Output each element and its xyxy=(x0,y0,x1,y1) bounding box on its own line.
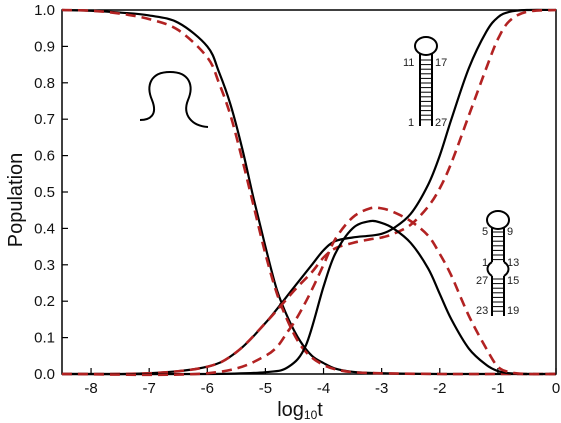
series-line-2-dashed xyxy=(61,8,557,376)
plot-axes xyxy=(61,9,557,375)
x-tick-label: -6 xyxy=(201,380,214,397)
x-axis-title-main: log xyxy=(277,399,304,421)
y-tick-label: 0.4 xyxy=(34,220,55,237)
y-tick-label: 0.9 xyxy=(34,38,55,55)
x-tick-label: -5 xyxy=(259,380,272,397)
x-tick-label: -2 xyxy=(433,380,446,397)
x-axis-title-tail: t xyxy=(317,399,323,421)
y-tick-label: 0.8 xyxy=(34,75,55,92)
label-1b: 1 xyxy=(482,257,488,269)
label-27: 27 xyxy=(435,117,447,129)
series-line-6-dashed xyxy=(61,206,557,377)
label-19: 19 xyxy=(507,305,519,317)
label-9: 9 xyxy=(507,226,513,238)
y-tick-label: 0.0 xyxy=(34,366,55,383)
y-axis-title: Population xyxy=(5,153,27,248)
label-11: 11 xyxy=(403,57,414,69)
y-tick-label: 0.1 xyxy=(34,330,55,347)
x-tick-label: -4 xyxy=(317,380,330,397)
hairpin-structure-top: 11 17 1 27 xyxy=(403,36,447,129)
series-line-4-dashed xyxy=(61,8,557,376)
y-tick-label: 1.0 xyxy=(34,2,55,19)
y-tick-label: 0.6 xyxy=(34,148,55,165)
series-line-3-solid xyxy=(61,8,557,376)
plot-frame xyxy=(61,9,557,375)
x-tick-label: -1 xyxy=(491,380,504,397)
x-tick-label: 0 xyxy=(552,380,560,397)
x-tick-label: -8 xyxy=(84,380,97,397)
label-5: 5 xyxy=(482,226,488,238)
x-axis-title-sub: 10 xyxy=(304,408,318,422)
label-17: 17 xyxy=(435,57,447,69)
series-lines xyxy=(61,8,557,377)
x-tick-label: -3 xyxy=(375,380,388,397)
series-line-5-solid xyxy=(61,219,557,376)
y-tick-label: 0.2 xyxy=(34,293,55,310)
series-line-1-solid xyxy=(61,8,557,376)
hairpin-structure-bottom: 5 9 1 13 27 15 23 19 xyxy=(476,210,519,317)
label-23: 23 xyxy=(476,305,488,317)
label-13: 13 xyxy=(507,257,519,269)
unfolded-chain-icon xyxy=(139,70,209,128)
y-tick-label: 0.3 xyxy=(34,257,55,274)
y-tick-label: 0.5 xyxy=(34,184,55,201)
x-axis-title: log10t xyxy=(277,399,323,422)
y-tick-label: 0.7 xyxy=(34,111,55,128)
label-15: 15 xyxy=(507,275,519,287)
label-27b: 27 xyxy=(476,275,488,287)
label-1: 1 xyxy=(408,117,414,129)
x-tick-label: -7 xyxy=(143,380,156,397)
